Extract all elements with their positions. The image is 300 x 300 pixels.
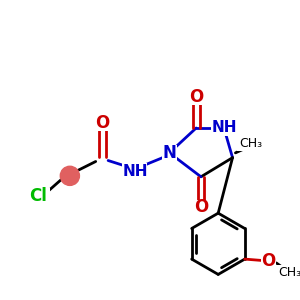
FancyBboxPatch shape	[276, 265, 300, 280]
FancyBboxPatch shape	[193, 200, 208, 215]
Text: O: O	[189, 88, 203, 106]
FancyBboxPatch shape	[212, 120, 236, 136]
Text: Cl: Cl	[29, 187, 47, 205]
FancyBboxPatch shape	[122, 164, 147, 179]
FancyBboxPatch shape	[237, 136, 264, 151]
Text: CH₃: CH₃	[278, 266, 300, 279]
Text: CH₃: CH₃	[239, 137, 262, 150]
FancyBboxPatch shape	[261, 254, 276, 269]
Text: NH: NH	[211, 121, 237, 136]
Text: N: N	[163, 144, 176, 162]
Text: O: O	[194, 198, 208, 216]
Circle shape	[60, 166, 80, 185]
Text: O: O	[262, 252, 276, 270]
Text: NH: NH	[122, 164, 148, 178]
FancyBboxPatch shape	[95, 116, 110, 131]
FancyBboxPatch shape	[27, 188, 50, 204]
FancyBboxPatch shape	[162, 145, 177, 160]
Text: O: O	[95, 114, 110, 132]
FancyBboxPatch shape	[188, 90, 204, 105]
